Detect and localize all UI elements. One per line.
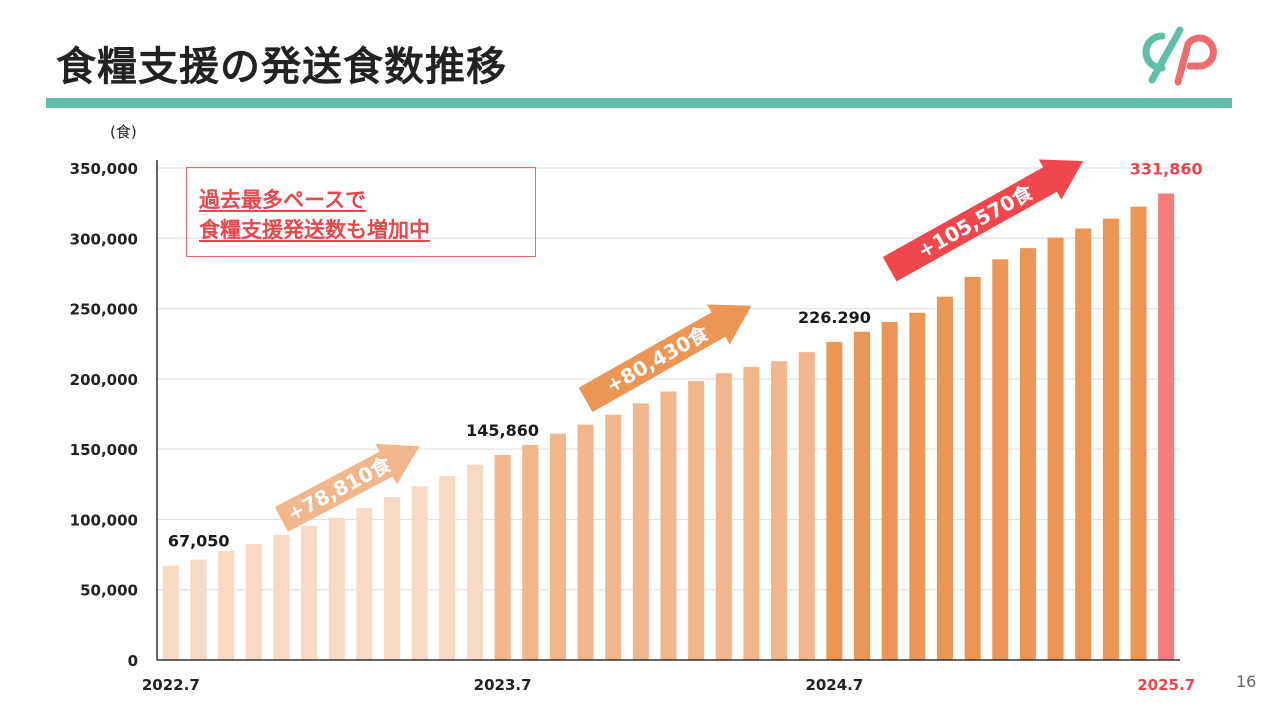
bar [1102, 218, 1119, 660]
data-label: 145,860 [466, 421, 539, 440]
y-tick-label: 200,000 [70, 371, 138, 389]
data-label: 331,860 [1130, 159, 1203, 178]
bar [854, 331, 871, 660]
bar [439, 475, 456, 660]
bar [632, 403, 649, 660]
bar [743, 366, 760, 660]
growth-arrow-shape [882, 159, 1084, 282]
bar [273, 534, 290, 660]
growth-arrow-shape [578, 304, 752, 413]
bar [964, 276, 981, 660]
bar [549, 433, 566, 660]
data-label: 226.290 [798, 308, 871, 327]
bar [466, 464, 483, 660]
page-number: 16 [1236, 672, 1257, 691]
cp-logo-icon [1142, 26, 1217, 86]
bar [771, 361, 788, 660]
y-tick-label: 150,000 [70, 441, 138, 459]
bar [162, 565, 179, 660]
axes [156, 160, 1180, 661]
bar [1019, 248, 1036, 660]
y-tick-label: 0 [128, 652, 138, 670]
y-tick-label: 250,000 [70, 301, 138, 319]
bar [909, 312, 926, 660]
callout-line-1: 過去最多ペースで [199, 188, 366, 212]
growth-arrow: +78,810食 [274, 443, 420, 532]
y-tick-label: 50,000 [80, 582, 138, 600]
x-tick-label: 2024.7 [805, 676, 863, 694]
bar [1158, 193, 1175, 660]
bar [992, 259, 1009, 660]
bar [715, 373, 732, 660]
bar [522, 444, 539, 660]
bar [1047, 237, 1064, 660]
callout-box: 過去最多ペースで 食糧支援発送数も増加中 [186, 167, 536, 257]
y-tick-label: 100,000 [70, 511, 138, 529]
bar [605, 414, 622, 660]
callout-line-2: 食糧支援発送数も増加中 [199, 218, 430, 242]
bar [356, 508, 373, 660]
bars [162, 193, 1175, 660]
x-tick-label: 2025.7 [1137, 676, 1195, 694]
page-title: 食糧支援の発送食数推移 [56, 44, 507, 90]
data-label: 67,050 [168, 532, 230, 551]
y-axis-unit-label: (食) [110, 123, 137, 141]
bar [328, 518, 345, 660]
growth-arrow-label: +78,810食 [283, 451, 396, 526]
bar [494, 454, 511, 660]
bar [936, 296, 954, 660]
y-tick-label: 300,000 [70, 230, 138, 248]
bar [301, 525, 318, 660]
growth-arrow-label: +105,570食 [913, 179, 1037, 263]
x-tick-label: 2022.7 [142, 676, 200, 694]
growth-arrow-shape [274, 443, 420, 532]
bar [577, 424, 594, 660]
y-tick-labels: 0 50,000 100,000 150,000 200,000 250,000 300,0… [70, 160, 138, 670]
bar [660, 391, 677, 660]
bar [383, 496, 401, 660]
bar [245, 544, 262, 660]
bar [826, 341, 843, 660]
bar [1075, 228, 1092, 660]
bar [1130, 206, 1147, 660]
title-underline [46, 98, 1232, 108]
bar [881, 321, 898, 660]
bar [411, 486, 428, 660]
bar [688, 380, 705, 660]
bar [218, 551, 235, 660]
y-tick-label: 350,000 [70, 160, 138, 178]
data-labels: 67,050 145,860 226.290 331,860 [168, 159, 1203, 550]
bar [190, 559, 207, 660]
bar [798, 352, 815, 660]
x-tick-labels: 2022.7 2023.7 2024.7 2025.7 [142, 676, 1195, 694]
x-tick-label: 2023.7 [474, 676, 532, 694]
